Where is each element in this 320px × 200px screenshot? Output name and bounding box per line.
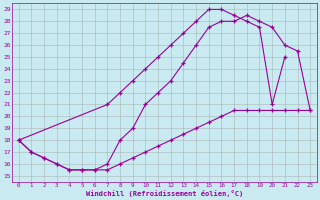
X-axis label: Windchill (Refroidissement éolien,°C): Windchill (Refroidissement éolien,°C) bbox=[86, 190, 243, 197]
